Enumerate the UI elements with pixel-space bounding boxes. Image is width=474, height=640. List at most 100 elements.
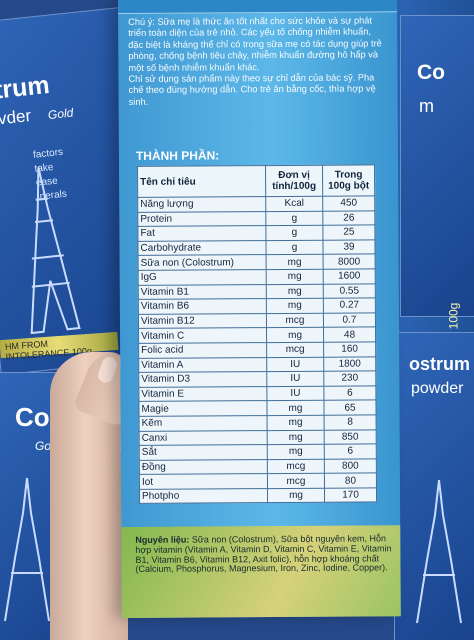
nutrient-unit: mcg (267, 473, 325, 489)
left-upper-box-text-1: trum (0, 70, 51, 105)
nutrient-amount: 39 (322, 239, 376, 255)
nutrient-amount: 6 (324, 444, 377, 459)
eiffel-tower-graphic (30, 167, 81, 335)
nutrient-name: IgG (138, 269, 267, 285)
table-row: Vitamin D3 IU 230 (138, 371, 376, 388)
nutrient-amount: 80 (324, 473, 377, 489)
nutrient-unit: mg (266, 283, 324, 299)
nutrient-name: Magie (138, 400, 268, 417)
box-top-edge (118, 0, 398, 14)
left-upper-box-text-3: Gold (47, 105, 74, 123)
nutrient-amount: 230 (323, 371, 376, 386)
nutrient-unit: g (265, 210, 323, 226)
nutrient-name: Carbohydrate (137, 240, 267, 256)
right-lower-box-text-2: powder (411, 380, 464, 397)
nutrient-amount: 0.27 (323, 298, 376, 314)
nutrition-table-header-row: Tên chỉ tiêu Đơn vị tính/100g Trong 100g… (137, 164, 375, 198)
nutrient-amount: 1600 (323, 268, 376, 284)
right-upper-box-text-1: Co (417, 61, 445, 84)
amount-header: Trong 100g bột (322, 164, 375, 197)
nutrient-amount: 8000 (323, 254, 376, 270)
table-row: Năng lượng Kcal 450 (137, 195, 375, 212)
table-row: IgG mg 1600 (138, 268, 376, 285)
nutrient-unit: mg (266, 400, 325, 416)
nutrient-name: Folic acid (138, 342, 267, 358)
right-upper-box-text-2: m (419, 96, 434, 116)
nutrient-unit: mg (267, 488, 325, 504)
nutrient-name: Năng lượng (137, 196, 266, 212)
nutrient-unit: mcg (266, 342, 324, 358)
nutrient-name: Sữa non (Colostrum) (138, 254, 267, 271)
nutrient-name: Vitamin B1 (138, 284, 267, 300)
nutrient-unit: mg (266, 254, 324, 270)
nutrient-name: Vitamin A (138, 357, 267, 373)
notes-panel: Chú ý: Sữa mẹ là thức ăn tốt nhất cho sứ… (128, 15, 389, 108)
nutrient-name: Vitamin B6 (138, 298, 267, 315)
right-lower-box-text-1: ostrum (409, 354, 471, 374)
nutrient-name: Photpho (139, 488, 268, 504)
right-lower-eiffel-graphic (416, 479, 462, 624)
right-side-label: 100g (446, 302, 461, 330)
nutrient-unit: mg (266, 298, 324, 314)
unit-header: Đơn vị tính/100g (265, 165, 323, 197)
nutrient-name: Sắt (139, 444, 268, 461)
table-row: Sắt mg 6 (139, 444, 377, 461)
nutrient-unit: g (265, 225, 323, 241)
table-row: Fat g 25 (137, 225, 375, 242)
nutrient-amount: 170 (324, 487, 377, 503)
nutrient-amount: 0.55 (323, 283, 376, 299)
nutrient-amount: 8 (324, 414, 377, 430)
left-lower-eiffel-graphic (4, 477, 50, 622)
milk-box-side-panel: Chú ý: Sữa mẹ là thức ăn tốt nhất cho sứ… (118, 0, 401, 618)
nutrient-amount: 48 (323, 327, 376, 343)
warning-paragraph: Chú ý: Sữa mẹ là thức ăn tốt nhất cho sứ… (128, 15, 382, 73)
table-row: Magie mg 65 (138, 400, 377, 417)
table-row: Folic acid mcg 160 (138, 341, 376, 358)
nutrient-name: Canxi (139, 430, 268, 446)
nutrient-name: Kẽm (139, 415, 268, 431)
nutrient-name: Vitamin B12 (138, 313, 267, 329)
nutrient-amount: 850 (324, 429, 377, 445)
table-row: Kẽm mg 8 (139, 414, 377, 431)
table-row: Sữa non (Colostrum) mg 8000 (138, 254, 376, 271)
nutrient-amount: 6 (323, 385, 376, 401)
nutrient-name: Protein (137, 211, 266, 227)
table-row: Vitamin B12 mcg 0.7 (138, 312, 376, 329)
right-lower-milk-box: ostrum powder (394, 332, 474, 640)
nutrient-unit: mg (267, 444, 325, 460)
nutrient-unit: mg (267, 415, 325, 431)
table-row: Photpho mg 170 (139, 487, 377, 504)
nutrient-unit: mcg (266, 313, 324, 328)
left-upper-box-text-2: vder (0, 105, 32, 129)
nutrient-amount: 160 (323, 341, 376, 357)
usage-paragraph: Chỉ sử dụng sản phẩm này theo sự chỉ dẫn… (128, 72, 376, 107)
ingredients-section-title: THÀNH PHẦN: (135, 148, 220, 163)
table-row: Protein g 26 (137, 210, 375, 227)
nutrient-unit: g (265, 240, 324, 255)
nutrient-unit: mg (266, 269, 324, 285)
nutrient-unit: Kcal (265, 196, 323, 212)
nutrient-name: Vitamin D3 (138, 371, 267, 388)
nutrient-amount: 25 (322, 225, 375, 241)
nutrient-unit: mcg (267, 458, 325, 474)
nutrient-name: Vitamin E (138, 386, 267, 402)
nutrient-name: Fat (137, 225, 266, 242)
nutrient-amount: 26 (322, 210, 375, 226)
nutrient-name: Đồng (139, 459, 268, 475)
table-row: Vitamin A IU 1800 (138, 356, 376, 373)
nutrient-name: Iot (139, 473, 268, 490)
table-row: Vitamin B6 mg 0.27 (138, 298, 376, 315)
left-upper-box-small-1: factors (32, 146, 64, 161)
nutrient-unit: IU (266, 356, 324, 372)
ingredients-label: Nguyên liệu: (135, 534, 190, 545)
nutrient-amount: 800 (324, 458, 377, 474)
nutrient-name: Vitamin C (138, 327, 267, 344)
left-lower-box-text-1: Co (15, 402, 50, 432)
ingredients-paragraph: Nguyên liệu: Sữa non (Colostrum), Sữa bộ… (135, 533, 400, 575)
table-row: Vitamin B1 mg 0.55 (138, 283, 376, 300)
nutrition-table: Tên chỉ tiêu Đơn vị tính/100g Trong 100g… (137, 164, 378, 505)
table-row: Vitamin E IU 6 (138, 385, 376, 402)
nutrient-amount: 0.7 (323, 312, 376, 328)
